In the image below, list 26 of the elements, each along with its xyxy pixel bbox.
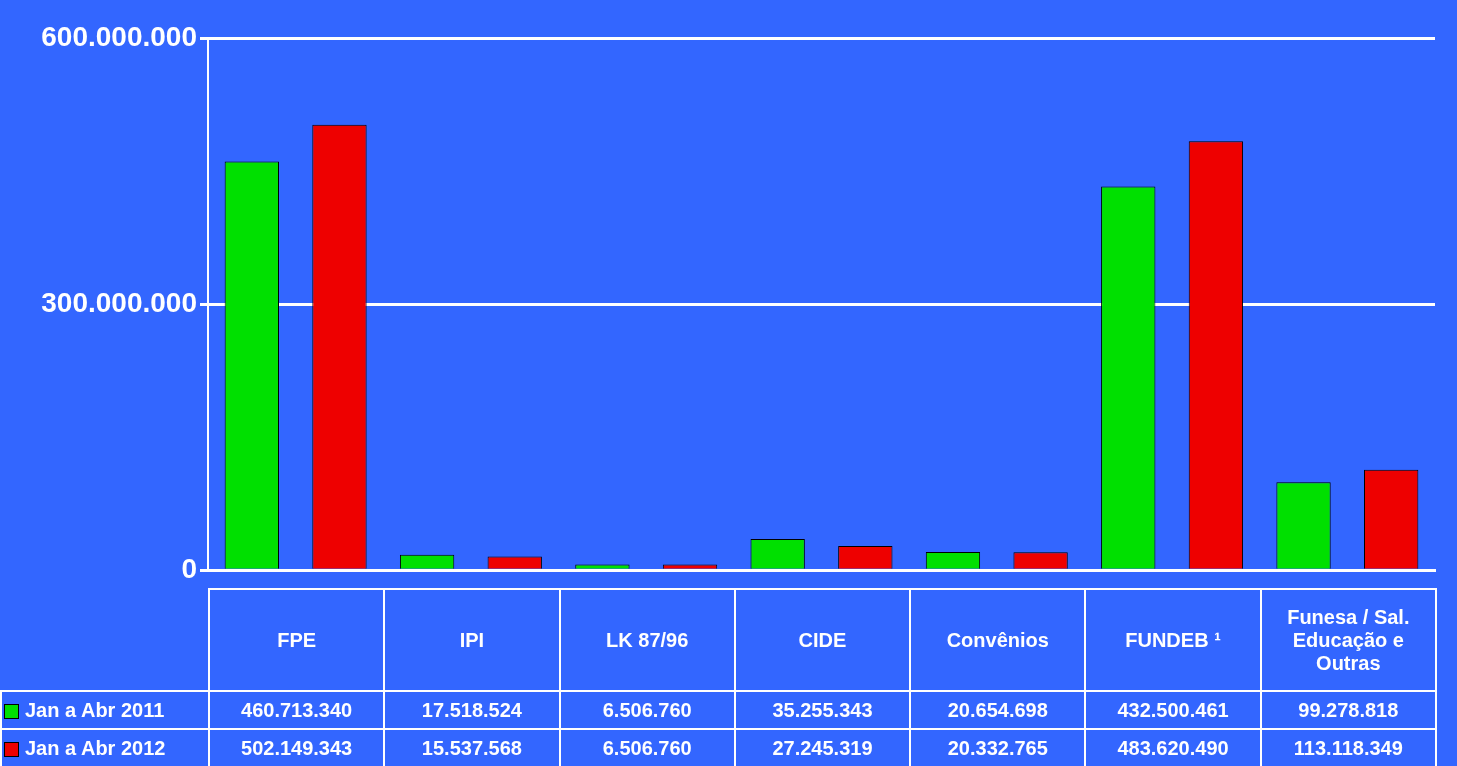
y-tick-label: 300.000.000 xyxy=(41,286,197,318)
x-tick-label: IPI xyxy=(384,589,560,691)
x-tick-label: Convênios xyxy=(910,589,1086,691)
data-label: 20.654.698 xyxy=(910,691,1086,729)
data-label: 432.500.461 xyxy=(1085,691,1261,729)
data-label: 483.620.490 xyxy=(1085,729,1261,766)
data-label: 99.278.818 xyxy=(1260,691,1436,729)
x-tick-label: FPE xyxy=(209,589,385,691)
legend-label: Jan a Abr 2011 xyxy=(1,691,209,729)
data-label: 502.149.343 xyxy=(209,729,385,766)
y-tick-label: 600.000.000 xyxy=(41,20,197,52)
x-tick-label: CIDE xyxy=(734,589,911,691)
x-tick-label: FUNDEB ¹ xyxy=(1085,589,1261,691)
data-label: 460.713.340 xyxy=(209,691,385,729)
data-label: 17.518.524 xyxy=(384,691,560,729)
data-label: 6.506.760 xyxy=(559,729,735,766)
y-tick-label: 0 xyxy=(181,552,197,584)
data-label: 35.255.343 xyxy=(734,691,911,729)
x-tick-label: Funesa / Sal. Educação e Outras xyxy=(1260,589,1436,691)
data-label: 113.118.349 xyxy=(1260,729,1436,766)
data-label: 20.332.765 xyxy=(910,729,1086,766)
data-label: 27.245.319 xyxy=(734,729,911,766)
data-label: 15.537.568 xyxy=(384,729,560,766)
data-label: 6.506.760 xyxy=(559,691,735,729)
x-tick-label: LK 87/96 xyxy=(559,589,735,691)
legend-label: Jan a Abr 2012 xyxy=(1,729,209,766)
